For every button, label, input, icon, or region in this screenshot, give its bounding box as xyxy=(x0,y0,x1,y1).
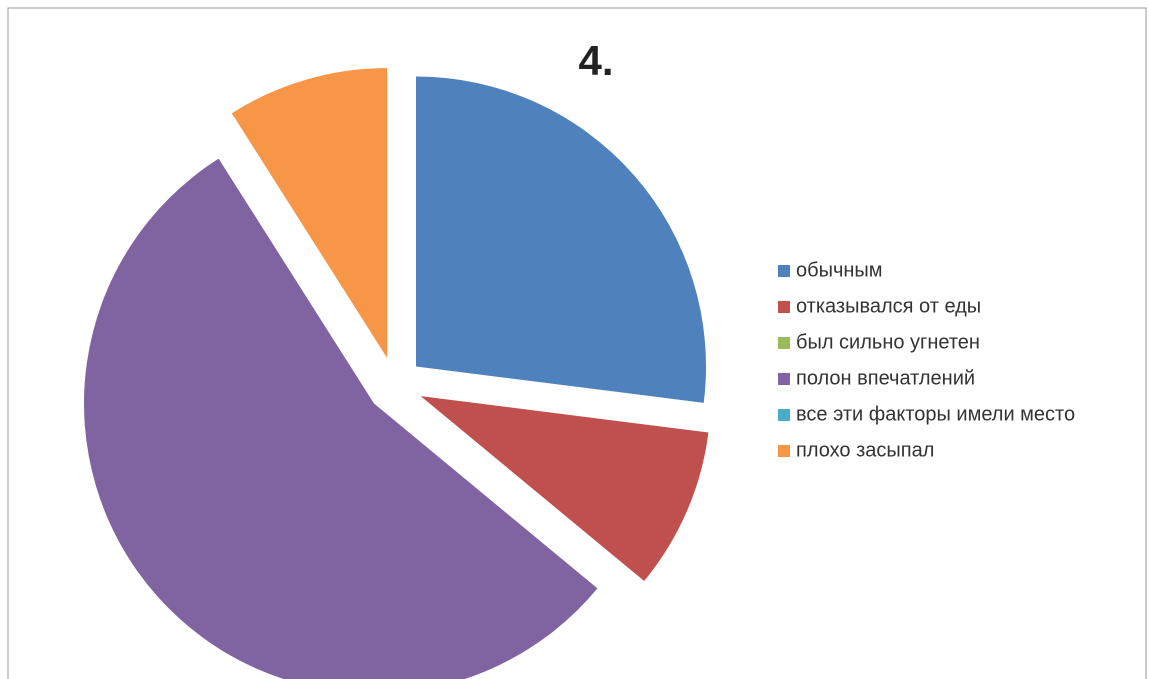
legend-label: все эти факторы имели место xyxy=(796,403,1075,425)
legend-swatch xyxy=(778,301,790,313)
pie-slice xyxy=(416,76,707,403)
legend-swatch xyxy=(778,265,790,277)
pie-slice xyxy=(420,396,709,581)
legend-label: был сильно угнетен xyxy=(796,331,980,353)
pie-slice xyxy=(84,158,598,679)
pie-slice xyxy=(231,68,388,359)
legend-label: полон впечатлений xyxy=(796,367,975,389)
legend-swatch xyxy=(778,337,790,349)
legend-label: плохо засыпал xyxy=(796,439,934,461)
legend-swatch xyxy=(778,409,790,421)
legend-label: отказывался от еды xyxy=(796,295,981,317)
legend-label: обычным xyxy=(796,259,883,281)
legend-swatch xyxy=(778,373,790,385)
legend-swatch xyxy=(778,445,790,457)
chart-title: 4. xyxy=(578,37,613,84)
